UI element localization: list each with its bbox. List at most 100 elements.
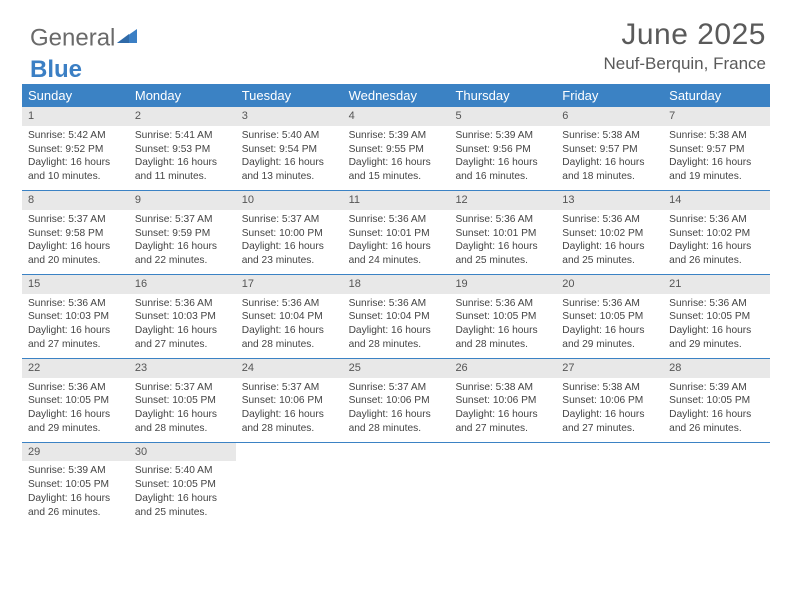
day-sunset: Sunset: 10:06 PM <box>455 394 550 408</box>
day-header-fri: Friday <box>556 84 663 107</box>
day-day2: and 26 minutes. <box>669 254 764 268</box>
day-day1: Daylight: 16 hours <box>349 240 444 254</box>
day-info: Sunrise: 5:36 AMSunset: 10:05 PMDaylight… <box>556 294 663 358</box>
day-header-sun: Sunday <box>22 84 129 107</box>
calendar-cell: 22Sunrise: 5:36 AMSunset: 10:05 PMDaylig… <box>22 359 129 442</box>
calendar-cell: 16Sunrise: 5:36 AMSunset: 10:03 PMDaylig… <box>129 275 236 358</box>
day-sunrise: Sunrise: 5:40 AM <box>242 129 337 143</box>
day-info: Sunrise: 5:38 AMSunset: 9:57 PMDaylight:… <box>556 126 663 190</box>
day-info: Sunrise: 5:37 AMSunset: 9:58 PMDaylight:… <box>22 210 129 274</box>
day-header-wed: Wednesday <box>343 84 450 107</box>
day-sunset: Sunset: 9:54 PM <box>242 143 337 157</box>
day-info: Sunrise: 5:39 AMSunset: 10:05 PMDaylight… <box>663 378 770 442</box>
calendar-cell: 10Sunrise: 5:37 AMSunset: 10:00 PMDaylig… <box>236 191 343 274</box>
day-sunrise: Sunrise: 5:41 AM <box>135 129 230 143</box>
day-sunrise: Sunrise: 5:36 AM <box>28 297 123 311</box>
calendar-cell: 9Sunrise: 5:37 AMSunset: 9:59 PMDaylight… <box>129 191 236 274</box>
day-sunset: Sunset: 10:06 PM <box>349 394 444 408</box>
day-day1: Daylight: 16 hours <box>455 240 550 254</box>
day-day1: Daylight: 16 hours <box>28 492 123 506</box>
day-day1: Daylight: 16 hours <box>455 156 550 170</box>
calendar-cell: 20Sunrise: 5:36 AMSunset: 10:05 PMDaylig… <box>556 275 663 358</box>
calendar-cell: 5Sunrise: 5:39 AMSunset: 9:56 PMDaylight… <box>449 107 556 190</box>
day-info: Sunrise: 5:36 AMSunset: 10:04 PMDaylight… <box>236 294 343 358</box>
calendar-cell: 14Sunrise: 5:36 AMSunset: 10:02 PMDaylig… <box>663 191 770 274</box>
day-header-mon: Monday <box>129 84 236 107</box>
calendar-cell: 15Sunrise: 5:36 AMSunset: 10:03 PMDaylig… <box>22 275 129 358</box>
day-info: Sunrise: 5:37 AMSunset: 10:06 PMDaylight… <box>236 378 343 442</box>
calendar-day-header: Sunday Monday Tuesday Wednesday Thursday… <box>22 84 770 107</box>
day-info: Sunrise: 5:41 AMSunset: 9:53 PMDaylight:… <box>129 126 236 190</box>
day-number: 24 <box>236 359 343 378</box>
calendar-cell <box>556 443 663 526</box>
day-day1: Daylight: 16 hours <box>349 156 444 170</box>
day-sunset: Sunset: 10:04 PM <box>242 310 337 324</box>
day-day2: and 29 minutes. <box>28 422 123 436</box>
calendar-cell: 7Sunrise: 5:38 AMSunset: 9:57 PMDaylight… <box>663 107 770 190</box>
day-number: 25 <box>343 359 450 378</box>
day-day2: and 26 minutes. <box>28 506 123 520</box>
calendar-cell: 3Sunrise: 5:40 AMSunset: 9:54 PMDaylight… <box>236 107 343 190</box>
day-number: 26 <box>449 359 556 378</box>
day-day2: and 24 minutes. <box>349 254 444 268</box>
logo-text-general: General <box>30 24 115 51</box>
calendar-cell: 30Sunrise: 5:40 AMSunset: 10:05 PMDaylig… <box>129 443 236 526</box>
day-day2: and 25 minutes. <box>135 506 230 520</box>
calendar-cell: 27Sunrise: 5:38 AMSunset: 10:06 PMDaylig… <box>556 359 663 442</box>
day-number: 8 <box>22 191 129 210</box>
day-day2: and 29 minutes. <box>562 338 657 352</box>
day-day2: and 27 minutes. <box>135 338 230 352</box>
day-number: 17 <box>236 275 343 294</box>
day-number: 20 <box>556 275 663 294</box>
day-sunrise: Sunrise: 5:36 AM <box>349 297 444 311</box>
day-number: 23 <box>129 359 236 378</box>
day-day2: and 19 minutes. <box>669 170 764 184</box>
day-sunrise: Sunrise: 5:36 AM <box>455 297 550 311</box>
day-info: Sunrise: 5:38 AMSunset: 10:06 PMDaylight… <box>556 378 663 442</box>
calendar-cell: 23Sunrise: 5:37 AMSunset: 10:05 PMDaylig… <box>129 359 236 442</box>
day-info: Sunrise: 5:36 AMSunset: 10:05 PMDaylight… <box>22 378 129 442</box>
day-info: Sunrise: 5:36 AMSunset: 10:02 PMDaylight… <box>556 210 663 274</box>
day-info: Sunrise: 5:37 AMSunset: 9:59 PMDaylight:… <box>129 210 236 274</box>
calendar-cell: 11Sunrise: 5:36 AMSunset: 10:01 PMDaylig… <box>343 191 450 274</box>
day-day1: Daylight: 16 hours <box>669 408 764 422</box>
day-sunrise: Sunrise: 5:37 AM <box>242 213 337 227</box>
day-sunset: Sunset: 10:05 PM <box>562 310 657 324</box>
day-sunset: Sunset: 9:53 PM <box>135 143 230 157</box>
day-day1: Daylight: 16 hours <box>349 408 444 422</box>
day-sunrise: Sunrise: 5:37 AM <box>242 381 337 395</box>
day-sunset: Sunset: 9:57 PM <box>669 143 764 157</box>
day-day2: and 22 minutes. <box>135 254 230 268</box>
day-sunrise: Sunrise: 5:36 AM <box>669 213 764 227</box>
day-sunrise: Sunrise: 5:36 AM <box>669 297 764 311</box>
day-sunset: Sunset: 9:58 PM <box>28 227 123 241</box>
calendar-cell: 21Sunrise: 5:36 AMSunset: 10:05 PMDaylig… <box>663 275 770 358</box>
day-info: Sunrise: 5:39 AMSunset: 9:56 PMDaylight:… <box>449 126 556 190</box>
day-sunset: Sunset: 10:05 PM <box>135 478 230 492</box>
day-sunrise: Sunrise: 5:37 AM <box>28 213 123 227</box>
day-day2: and 15 minutes. <box>349 170 444 184</box>
day-sunset: Sunset: 10:03 PM <box>28 310 123 324</box>
day-number: 10 <box>236 191 343 210</box>
calendar-cell <box>343 443 450 526</box>
day-info: Sunrise: 5:39 AMSunset: 9:55 PMDaylight:… <box>343 126 450 190</box>
day-sunset: Sunset: 10:05 PM <box>455 310 550 324</box>
day-sunset: Sunset: 9:52 PM <box>28 143 123 157</box>
day-day2: and 18 minutes. <box>562 170 657 184</box>
calendar-cell: 4Sunrise: 5:39 AMSunset: 9:55 PMDaylight… <box>343 107 450 190</box>
day-info: Sunrise: 5:36 AMSunset: 10:05 PMDaylight… <box>663 294 770 358</box>
day-info: Sunrise: 5:42 AMSunset: 9:52 PMDaylight:… <box>22 126 129 190</box>
day-day2: and 25 minutes. <box>455 254 550 268</box>
calendar-cell <box>236 443 343 526</box>
day-day2: and 27 minutes. <box>562 422 657 436</box>
day-sunrise: Sunrise: 5:36 AM <box>28 381 123 395</box>
day-info: Sunrise: 5:39 AMSunset: 10:05 PMDaylight… <box>22 461 129 525</box>
day-number: 16 <box>129 275 236 294</box>
day-number: 6 <box>556 107 663 126</box>
calendar-cell: 19Sunrise: 5:36 AMSunset: 10:05 PMDaylig… <box>449 275 556 358</box>
day-sunset: Sunset: 10:05 PM <box>669 310 764 324</box>
day-info: Sunrise: 5:40 AMSunset: 10:05 PMDaylight… <box>129 461 236 525</box>
day-sunrise: Sunrise: 5:36 AM <box>455 213 550 227</box>
day-day2: and 28 minutes. <box>349 422 444 436</box>
day-info: Sunrise: 5:36 AMSunset: 10:03 PMDaylight… <box>22 294 129 358</box>
